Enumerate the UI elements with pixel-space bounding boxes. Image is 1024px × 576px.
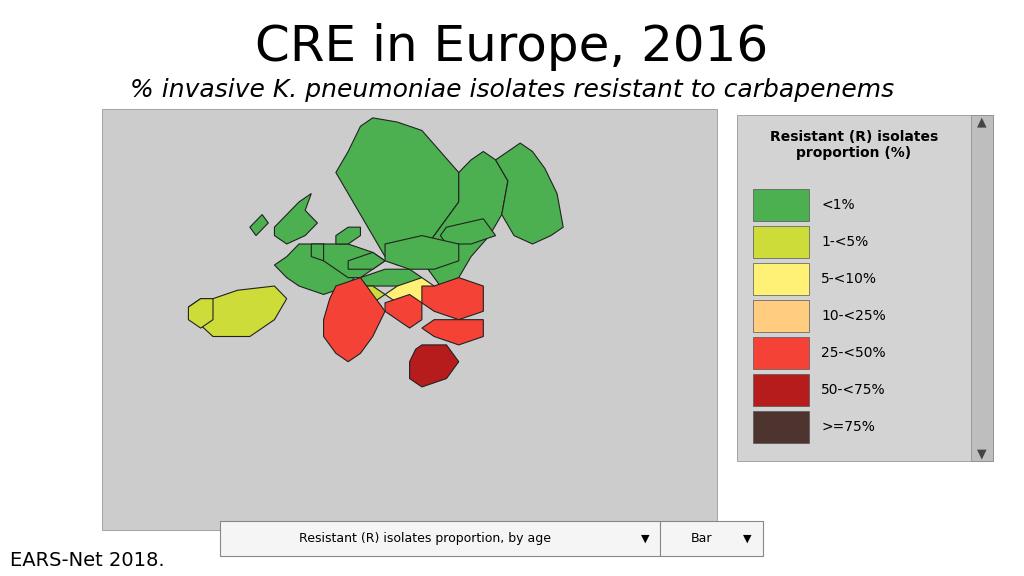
FancyBboxPatch shape	[753, 226, 809, 257]
Polygon shape	[385, 278, 434, 303]
Text: ▼: ▼	[743, 533, 752, 544]
Text: EARS-Net 2018.: EARS-Net 2018.	[10, 551, 165, 570]
Text: Resistant (R) isolates
proportion (%): Resistant (R) isolates proportion (%)	[770, 130, 938, 160]
FancyBboxPatch shape	[660, 521, 763, 556]
FancyBboxPatch shape	[753, 374, 809, 406]
Text: ▼: ▼	[977, 448, 987, 460]
Text: Bar: Bar	[691, 532, 712, 545]
FancyBboxPatch shape	[737, 115, 993, 461]
Polygon shape	[410, 345, 459, 387]
Text: ▼: ▼	[641, 533, 649, 544]
Polygon shape	[496, 143, 563, 244]
Text: 10-<25%: 10-<25%	[821, 309, 886, 323]
Polygon shape	[188, 298, 213, 328]
Text: CRE in Europe, 2016: CRE in Europe, 2016	[255, 23, 769, 71]
Polygon shape	[348, 252, 385, 269]
FancyBboxPatch shape	[102, 109, 717, 530]
FancyBboxPatch shape	[753, 189, 809, 221]
FancyBboxPatch shape	[220, 521, 660, 556]
Polygon shape	[336, 118, 459, 265]
Polygon shape	[422, 320, 483, 345]
Polygon shape	[360, 286, 385, 303]
Text: 25-<50%: 25-<50%	[821, 346, 886, 360]
FancyBboxPatch shape	[753, 300, 809, 332]
Polygon shape	[440, 219, 496, 244]
FancyBboxPatch shape	[753, 337, 809, 369]
Polygon shape	[274, 194, 317, 244]
Polygon shape	[188, 286, 287, 336]
Polygon shape	[324, 278, 385, 362]
Text: 1-<5%: 1-<5%	[821, 235, 868, 249]
Text: % invasive K. pneumoniae isolates resistant to carbapenems: % invasive K. pneumoniae isolates resist…	[130, 78, 894, 102]
Polygon shape	[385, 294, 422, 328]
Text: Resistant (R) isolates proportion, by age: Resistant (R) isolates proportion, by ag…	[299, 532, 551, 545]
Polygon shape	[428, 151, 508, 286]
FancyBboxPatch shape	[971, 115, 993, 461]
Polygon shape	[250, 215, 268, 236]
Text: <1%: <1%	[821, 198, 855, 212]
FancyBboxPatch shape	[753, 411, 809, 443]
Polygon shape	[422, 278, 483, 320]
Polygon shape	[274, 244, 360, 294]
Polygon shape	[336, 227, 360, 244]
Polygon shape	[311, 244, 336, 261]
Polygon shape	[360, 269, 422, 286]
Text: 5-<10%: 5-<10%	[821, 272, 878, 286]
Text: 50-<75%: 50-<75%	[821, 383, 886, 397]
FancyBboxPatch shape	[753, 263, 809, 295]
Polygon shape	[385, 236, 459, 269]
Text: >=75%: >=75%	[821, 420, 876, 434]
Text: ▲: ▲	[977, 116, 987, 128]
Polygon shape	[324, 244, 385, 278]
